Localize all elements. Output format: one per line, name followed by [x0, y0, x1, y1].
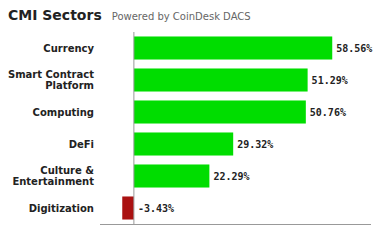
chart: CMI Sectors Powered by CoinDesk DACS Curre…	[0, 0, 381, 236]
zero-line	[133, 32, 134, 224]
category-label: Currency	[43, 43, 94, 54]
category-label: Smart ContractPlatform	[8, 69, 94, 91]
bar	[122, 196, 134, 219]
title: CMI Sectors	[8, 7, 102, 23]
bar	[134, 132, 233, 155]
data-label: 29.32%	[237, 139, 273, 150]
x-axis-line	[100, 224, 371, 225]
bar	[134, 68, 308, 91]
data-label: 22.29%	[213, 171, 249, 182]
bar	[134, 36, 332, 59]
category-label: Culture &Entertainment	[12, 165, 94, 187]
category-label: Digitization	[29, 203, 94, 214]
data-label: 50.76%	[310, 107, 346, 118]
bar	[134, 100, 306, 123]
bars	[122, 36, 332, 219]
category-label: Computing	[33, 107, 94, 118]
data-label: -3.43%	[138, 203, 174, 214]
subtitle: Powered by CoinDesk DACS	[112, 11, 251, 22]
bar	[134, 164, 210, 187]
data-label: 51.29%	[312, 75, 348, 86]
category-label: DeFi	[69, 139, 94, 150]
data-label: 58.56%	[336, 43, 372, 54]
